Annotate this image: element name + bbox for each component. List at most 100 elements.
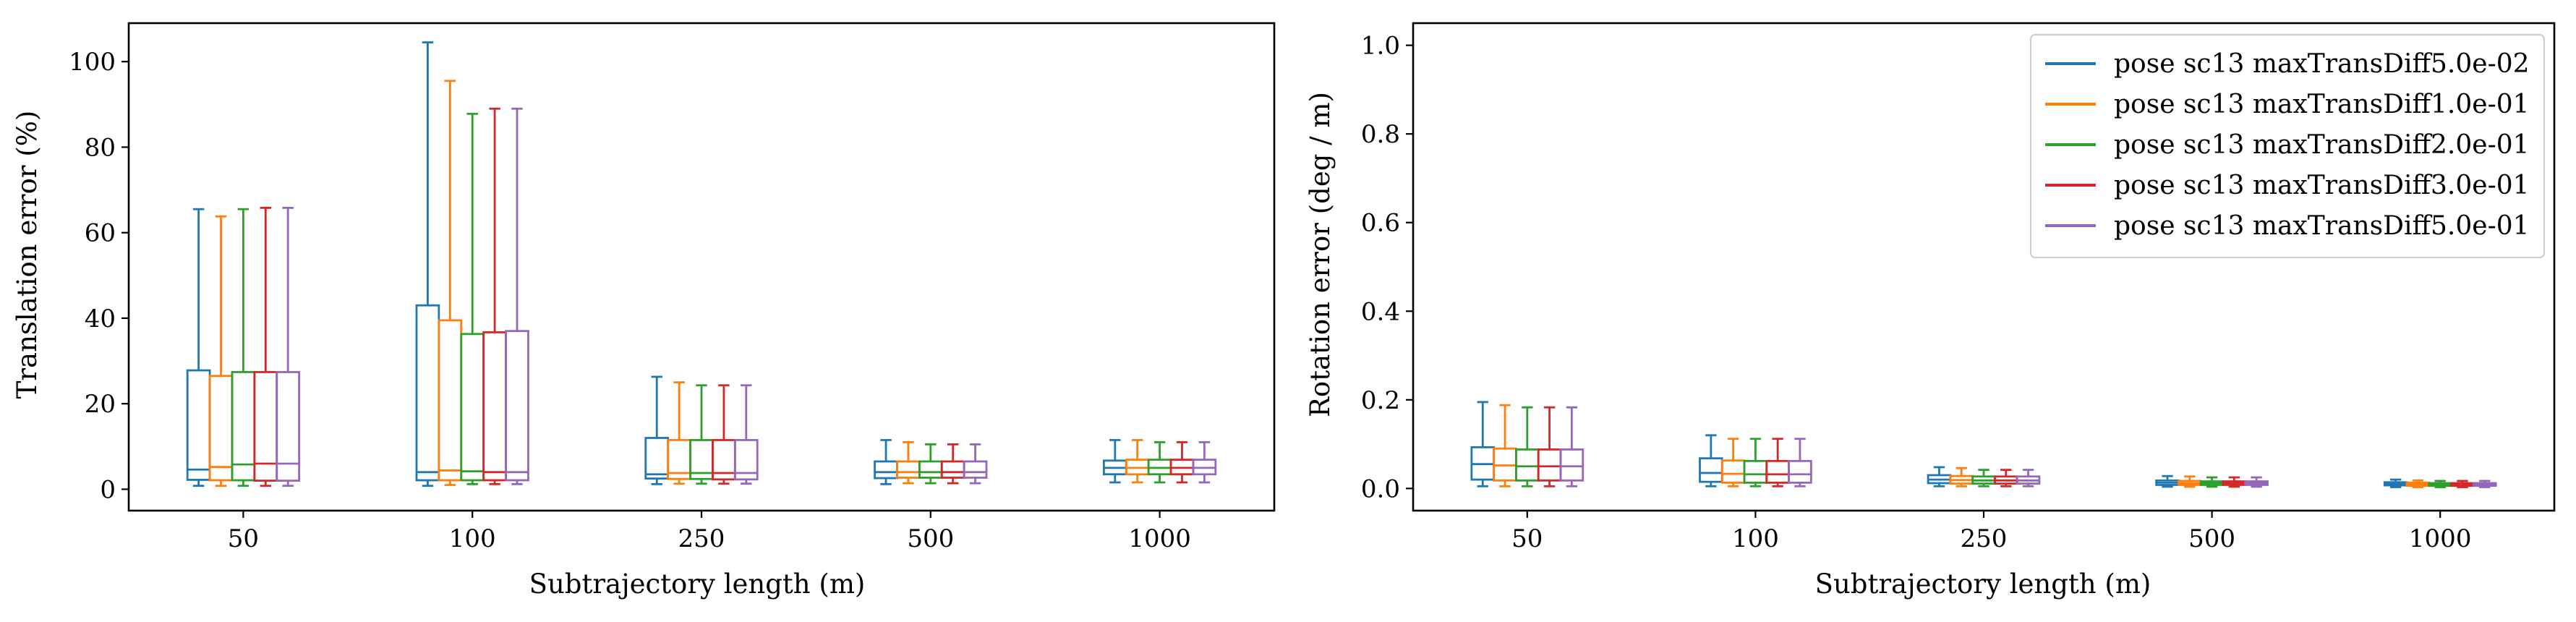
x-tick-label: 50 [228, 524, 259, 553]
y-tick-label: 0.4 [1361, 297, 1400, 326]
iqr-box [482, 331, 507, 482]
y-tick-label: 0.6 [1361, 209, 1400, 238]
legend-entry: pose sc13 maxTransDiff3.0e-01 [2114, 171, 2530, 200]
box-plot-mark [2178, 475, 2202, 488]
box-plot-mark [1169, 441, 1195, 484]
left-x-axis-label: Subtrajectory length (m) [529, 568, 866, 600]
y-tick-label: 0.2 [1361, 386, 1400, 415]
box-plot-mark [2222, 476, 2247, 488]
iqr-box [1699, 457, 1723, 483]
box-plot-mark [1743, 438, 1768, 487]
x-tick-label: 500 [907, 524, 954, 553]
box-plot-mark [1192, 441, 1217, 484]
iqr-box [918, 460, 943, 479]
x-tick-label: 100 [1732, 524, 1779, 553]
box-plot-mark [1515, 406, 1540, 487]
y-tick-label: 0.8 [1361, 120, 1400, 149]
iqr-box [186, 369, 211, 481]
box-plot-mark [208, 215, 234, 487]
box-plot-mark [1971, 469, 1996, 487]
left-y-axis-label: Translation error (%) [12, 111, 43, 399]
box-plot-mark [1470, 401, 1496, 487]
box-plot-mark [276, 207, 301, 487]
iqr-box [505, 330, 529, 482]
box-plot-mark [2428, 480, 2452, 488]
box-plot-mark [874, 439, 898, 485]
iqr-box [1788, 459, 1812, 484]
y-tick-label: 100 [69, 48, 116, 77]
box-plot-mark [460, 112, 485, 485]
box-plot-mark [2405, 479, 2431, 488]
box-plot-mark [1559, 406, 1585, 487]
box-plot-mark [231, 208, 256, 487]
box-plot-mark [186, 208, 211, 487]
y-tick-label: 40 [85, 304, 116, 333]
iqr-box [415, 304, 440, 482]
legend: pose sc13 maxTransDiff5.0e-02 pose sc13 m… [2030, 34, 2545, 258]
box-plot-mark [1765, 438, 1790, 487]
box-plot-mark [2472, 480, 2497, 488]
box-plot-mark [2383, 478, 2408, 488]
x-tick-label: 50 [1511, 524, 1543, 553]
box-plot-mark [733, 384, 759, 485]
box-plot-mark [1949, 466, 1974, 487]
box-plot-mark [689, 384, 714, 485]
box-plot-mark [644, 375, 670, 485]
box-plot-mark [2016, 469, 2041, 487]
box-plot-mark [2155, 474, 2180, 488]
box-plot-mark [1788, 438, 1812, 487]
y-tick-label: 0.0 [1361, 474, 1400, 503]
box-plot-mark [1102, 439, 1127, 484]
box-plot-mark [1147, 441, 1172, 484]
legend-entry: pose sc13 maxTransDiff5.0e-02 [2114, 49, 2530, 79]
translation-error-chart: Translation error (%) Subtrajectory leng… [12, 22, 1276, 600]
box-plot-mark [1537, 406, 1562, 487]
iqr-box [1743, 459, 1768, 484]
box-plot-mark [896, 441, 921, 485]
iqr-box [1537, 448, 1562, 482]
box-plot-mark [1927, 466, 1952, 487]
iqr-box [963, 460, 988, 479]
box-plot-mark [1699, 434, 1723, 487]
box-plot-mark [253, 207, 278, 487]
rotation-error-chart: Rotation error (deg / m) Subtrajectory l… [1305, 22, 2556, 600]
box-plot-mark [438, 80, 463, 486]
box-plot-mark [963, 443, 988, 485]
y-tick-label: 80 [85, 133, 116, 162]
x-tick-label: 100 [449, 524, 496, 553]
iqr-box [208, 375, 234, 482]
iqr-box [276, 371, 301, 482]
y-tick-label: 60 [85, 219, 116, 248]
iqr-box [733, 439, 759, 481]
iqr-box [460, 333, 485, 482]
iqr-box [1559, 448, 1585, 482]
box-plot-mark [712, 384, 736, 485]
iqr-box [1720, 459, 1746, 484]
x-tick-label: 1000 [2409, 524, 2472, 553]
box-plot-mark [667, 381, 691, 485]
right-x-axis-label: Subtrajectory length (m) [1815, 568, 2151, 600]
box-plot-mark [2450, 480, 2475, 488]
box-plot-mark [2244, 476, 2269, 488]
x-tick-label: 250 [678, 524, 725, 553]
x-tick-label: 250 [1961, 524, 2008, 553]
iqr-box [940, 460, 965, 479]
box-plot-mark [940, 443, 965, 485]
box-plot-mark [482, 107, 507, 485]
iqr-box [1765, 459, 1790, 484]
y-tick-label: 0 [100, 475, 116, 504]
legend-entry: pose sc13 maxTransDiff5.0e-01 [2114, 211, 2530, 241]
iqr-box [874, 460, 898, 480]
y-tick-label: 20 [85, 390, 116, 419]
iqr-box [438, 319, 463, 482]
legend-entry: pose sc13 maxTransDiff2.0e-01 [2114, 130, 2530, 160]
legend-entry: pose sc13 maxTransDiff1.0e-01 [2114, 90, 2530, 119]
iqr-box [1515, 448, 1540, 482]
x-tick-label: 1000 [1128, 524, 1191, 553]
box-plot-mark [2199, 476, 2225, 488]
box-plot-mark [1493, 404, 1517, 487]
box-plot-mark [918, 443, 943, 485]
iqr-box [896, 460, 921, 479]
right-y-axis-label: Rotation error (deg / m) [1305, 92, 1336, 417]
